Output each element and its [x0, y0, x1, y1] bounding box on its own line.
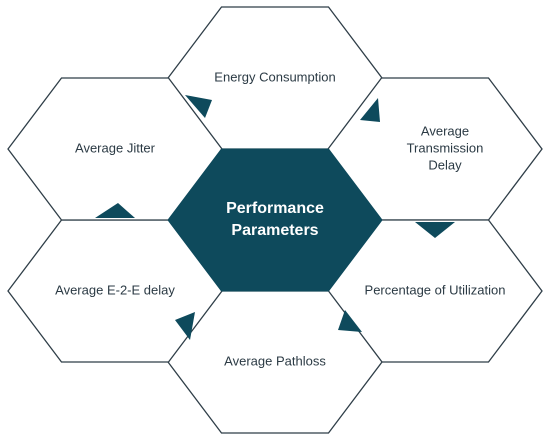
hex-label: Delay: [428, 157, 462, 172]
connector: [415, 222, 455, 238]
hex-label: Transmission: [407, 140, 484, 155]
hex-label: Average Jitter: [75, 140, 156, 155]
center-hexagon: [167, 148, 383, 292]
connector: [175, 312, 195, 340]
hex-label: Performance: [226, 200, 324, 217]
connector: [185, 95, 212, 118]
connector-triangles: [95, 95, 455, 340]
hex-label: Percentage of Utilization: [365, 282, 506, 297]
hex-label: Parameters: [231, 222, 318, 239]
hex-label: Average E-2-E delay: [55, 282, 175, 297]
connector: [338, 310, 362, 332]
hex-label: Energy Consumption: [214, 69, 335, 84]
connector: [360, 98, 380, 122]
connector: [95, 203, 135, 218]
hex-label: Average Pathloss: [224, 353, 326, 368]
hex-label: Average: [421, 123, 469, 138]
